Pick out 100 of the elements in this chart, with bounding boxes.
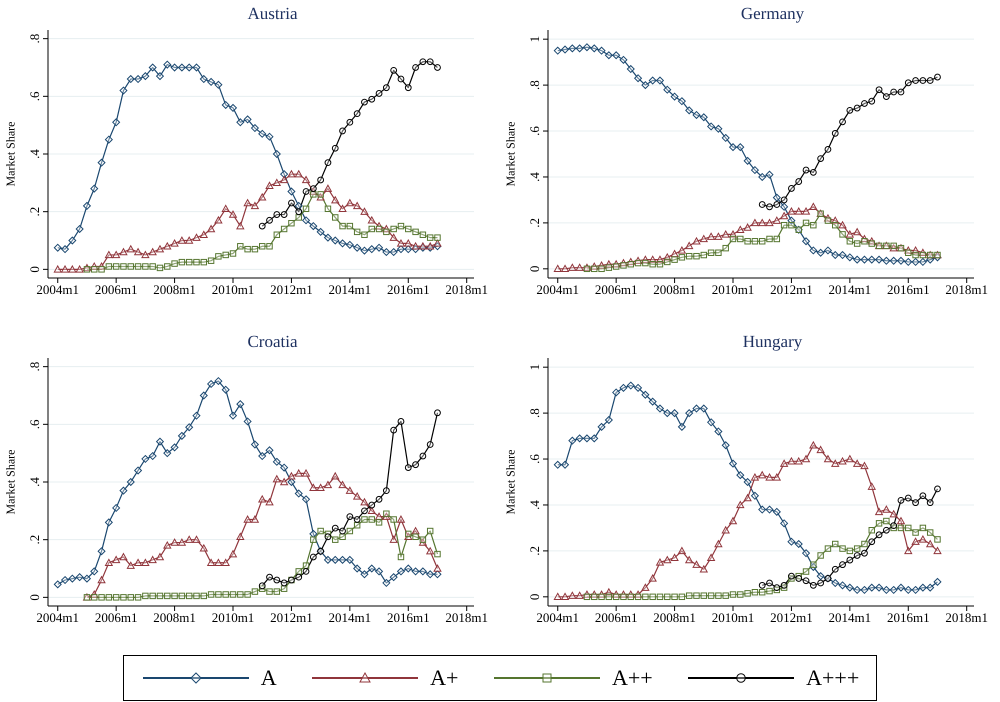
point: [824, 545, 832, 552]
point: [707, 418, 715, 426]
point: [309, 484, 318, 491]
point: [171, 260, 178, 267]
point: [426, 58, 434, 66]
point: [354, 516, 361, 523]
point: [744, 494, 752, 502]
point: [722, 592, 729, 599]
point: [648, 76, 657, 84]
point: [148, 452, 157, 460]
point: [230, 591, 236, 598]
point: [772, 194, 781, 202]
point: [736, 226, 744, 233]
point: [353, 492, 362, 500]
y-tick-label: 1: [527, 364, 542, 370]
point: [934, 536, 941, 543]
point: [156, 72, 164, 80]
point: [670, 250, 678, 258]
point: [810, 222, 817, 228]
y-tick-label: .8: [527, 80, 542, 90]
point: [918, 258, 927, 266]
point: [324, 206, 332, 212]
point: [831, 579, 840, 587]
point: [61, 245, 69, 254]
point: [905, 524, 912, 532]
point: [670, 554, 678, 561]
point: [244, 418, 252, 426]
point: [824, 217, 832, 224]
point: [832, 130, 839, 137]
point: [98, 158, 106, 167]
point: [737, 591, 744, 598]
point: [758, 506, 766, 514]
point: [737, 236, 744, 242]
point: [272, 475, 281, 482]
point: [76, 265, 84, 273]
point: [934, 546, 942, 554]
point: [412, 461, 419, 468]
point: [368, 216, 376, 224]
point: [802, 220, 810, 226]
point: [368, 564, 376, 572]
point: [193, 258, 200, 266]
point: [663, 409, 672, 418]
point: [375, 567, 383, 576]
point: [912, 252, 919, 258]
point: [736, 471, 744, 480]
point: [868, 538, 876, 546]
point: [620, 262, 627, 269]
x-tick-label: 2004m1: [536, 610, 580, 626]
point: [112, 251, 120, 258]
point: [273, 576, 280, 584]
point: [112, 594, 120, 601]
point: [839, 561, 846, 568]
point: [898, 88, 904, 96]
point: [795, 178, 802, 185]
chart-title: Germany: [740, 4, 806, 24]
point: [149, 592, 156, 600]
point: [390, 248, 398, 256]
point: [714, 232, 722, 240]
point: [678, 422, 686, 431]
point: [816, 572, 825, 580]
point: [405, 226, 412, 232]
point: [272, 178, 281, 186]
point: [434, 550, 441, 558]
point: [773, 201, 780, 208]
point: [788, 572, 795, 580]
point: [671, 594, 678, 600]
point: [604, 416, 613, 424]
point: [156, 245, 164, 252]
point: [853, 586, 862, 594]
point: [568, 592, 576, 599]
point: [106, 594, 112, 601]
point: [280, 170, 288, 178]
point: [780, 222, 788, 228]
point: [904, 79, 912, 86]
point: [360, 570, 368, 578]
point: [404, 245, 412, 254]
point: [390, 66, 398, 74]
point: [302, 188, 310, 195]
point: [346, 556, 354, 564]
point: [649, 594, 656, 600]
point: [890, 256, 898, 265]
point: [120, 263, 127, 270]
point: [802, 549, 810, 558]
point: [434, 239, 442, 247]
point: [368, 245, 376, 254]
point: [419, 452, 426, 460]
point: [266, 132, 274, 141]
point: [730, 236, 736, 242]
point: [606, 594, 612, 600]
point: [185, 423, 194, 432]
point: [656, 76, 664, 84]
point: [904, 494, 912, 502]
point: [258, 495, 266, 503]
point: [171, 592, 178, 600]
point: [860, 256, 868, 264]
point: [758, 173, 766, 181]
point: [90, 184, 98, 193]
point: [656, 261, 664, 268]
point: [200, 392, 208, 400]
point: [700, 113, 708, 122]
